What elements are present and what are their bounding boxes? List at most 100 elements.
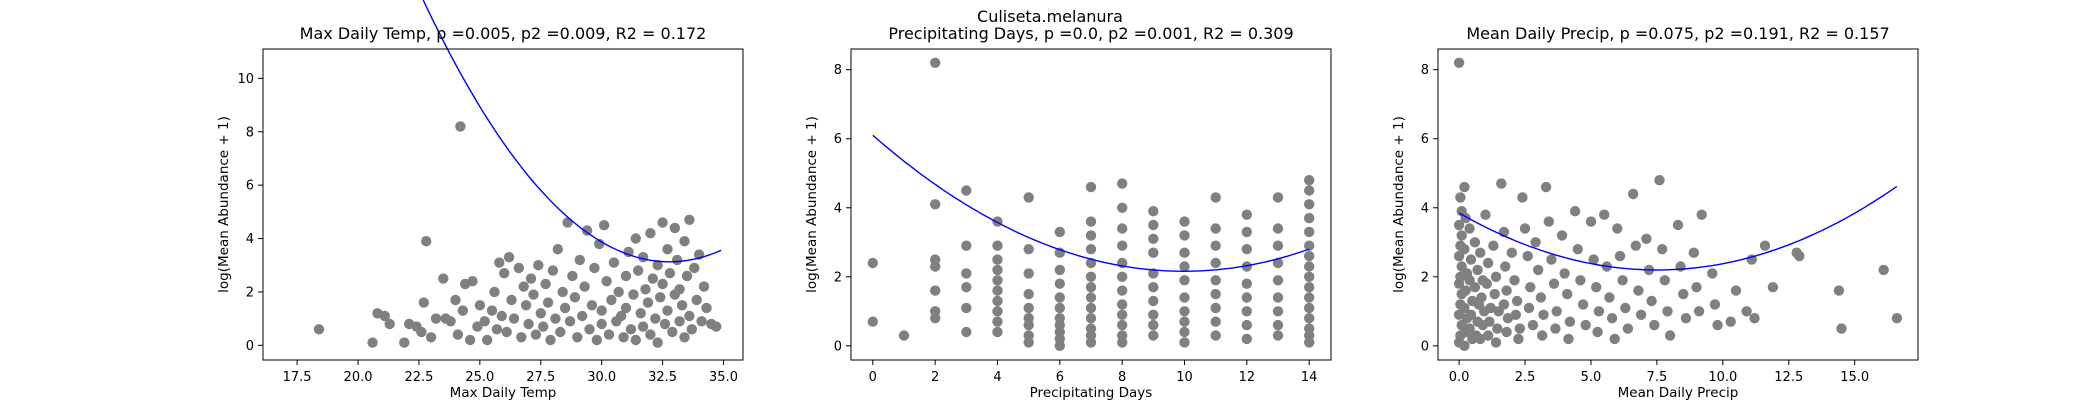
scatter-point xyxy=(633,265,644,276)
scatter-point xyxy=(1460,285,1471,296)
scatter-point xyxy=(1622,323,1634,334)
scatter-point xyxy=(1540,181,1552,193)
scatter-point xyxy=(516,332,527,343)
scatter-point xyxy=(992,216,1003,227)
scatter-point xyxy=(1054,278,1066,289)
scatter-point xyxy=(1179,216,1190,227)
scatter-point xyxy=(367,337,378,348)
scatter-point xyxy=(1117,309,1128,320)
scatter-point xyxy=(567,270,578,282)
scatter-point xyxy=(1481,278,1493,289)
scatter-point xyxy=(662,305,673,316)
scatter-point xyxy=(547,265,559,276)
scatter-point xyxy=(1148,319,1159,331)
scatter-point xyxy=(630,233,641,244)
scatter-point xyxy=(1878,264,1889,276)
x-tick-label: 27.5 xyxy=(526,370,555,385)
scatter-point xyxy=(555,326,566,338)
scatter-point xyxy=(1179,247,1190,258)
scatter-point xyxy=(992,285,1003,296)
scatter-point xyxy=(1501,285,1512,296)
scatter-point xyxy=(1498,299,1510,310)
x-tick-label: 12.5 xyxy=(1774,370,1803,385)
panel-max-daily-temp: 17.5 20.0 22.5 25.0 27.5 30.0 32.5 35.0 0 2 4 6 8 10 M… xyxy=(216,0,744,400)
scatter-point xyxy=(620,302,632,314)
scatter-point xyxy=(1117,271,1128,282)
x-tick-label: 7.5 xyxy=(1647,370,1668,385)
y-tick-label: 10 xyxy=(237,72,254,87)
scatter-point xyxy=(1453,219,1465,231)
scatter-point xyxy=(552,244,563,255)
scatter-point xyxy=(657,278,668,290)
scatter-point xyxy=(474,300,486,311)
scatter-point xyxy=(1241,244,1253,255)
scatter-point xyxy=(601,276,612,287)
scatter-point xyxy=(1562,288,1573,300)
scatter-point xyxy=(1484,316,1495,327)
scatter-point xyxy=(589,262,600,274)
x-tick-label: 25.0 xyxy=(465,370,494,385)
y-axis-label: log(Mean Abundance + 1) xyxy=(1391,116,1407,293)
scatter-point xyxy=(1241,261,1253,272)
scatter-point xyxy=(1117,202,1128,213)
x-tick-label: 6 xyxy=(1056,370,1064,385)
scatter-point xyxy=(961,326,972,338)
scatter-point xyxy=(674,284,685,295)
scatter-point xyxy=(1241,333,1253,345)
scatter-point xyxy=(630,334,641,346)
x-tick-label: 5.0 xyxy=(1581,370,1602,385)
scatter-point xyxy=(1117,319,1128,331)
scatter-point xyxy=(1662,306,1673,317)
scatter-point xyxy=(1488,240,1499,251)
scatter-point xyxy=(569,292,581,303)
scatter-point xyxy=(1593,306,1605,317)
scatter-point xyxy=(676,300,688,311)
scatter-point xyxy=(1210,257,1221,269)
scatter-point xyxy=(472,321,483,332)
scatter-point xyxy=(1759,240,1771,251)
scatter-point xyxy=(313,324,325,335)
scatter-point xyxy=(1304,282,1315,293)
scatter-point xyxy=(1241,226,1253,238)
scatter-point xyxy=(659,318,671,330)
x-tick-label: 15.0 xyxy=(1840,370,1869,385)
scatter-point xyxy=(464,334,476,346)
scatter-point xyxy=(1148,219,1159,231)
scatter-point xyxy=(1179,230,1190,241)
scatter-point xyxy=(603,329,615,340)
scatter-point xyxy=(1891,313,1903,324)
scatter-point xyxy=(640,284,651,295)
scatter-point xyxy=(591,334,602,346)
y-tick-label: 4 xyxy=(834,201,842,216)
scatter-point xyxy=(1836,323,1847,334)
scatter-point xyxy=(606,294,617,306)
scatter-point xyxy=(1482,330,1494,341)
scatter-point xyxy=(930,199,941,210)
scatter-point xyxy=(1085,244,1097,255)
x-tick-label: 0.0 xyxy=(1449,370,1470,385)
fit-line xyxy=(872,134,1310,273)
scatter-point xyxy=(1525,282,1536,293)
scatter-point xyxy=(1117,285,1128,296)
scatter-point xyxy=(650,313,661,324)
scatter-point xyxy=(596,318,607,330)
scatter-point xyxy=(467,276,478,287)
panel-title: Precipitating Days, p =0.0, p2 =0.001, R… xyxy=(888,24,1293,43)
scatter-point xyxy=(1117,178,1128,189)
scatter-point xyxy=(1659,275,1671,286)
scatter-point xyxy=(506,294,517,306)
scatter-point xyxy=(669,222,680,234)
scatter-point xyxy=(528,289,539,300)
scatter-point xyxy=(1085,271,1097,282)
x-tick-label: 10.0 xyxy=(1708,370,1737,385)
scatter-point xyxy=(1480,209,1491,220)
scatter-point xyxy=(1620,302,1631,314)
scatter-point xyxy=(586,300,598,311)
scatter-point xyxy=(681,270,693,282)
scatter-point xyxy=(961,268,972,279)
scatter-point xyxy=(684,310,695,322)
scatter-point xyxy=(1453,57,1465,68)
y-tick-label: 4 xyxy=(246,232,254,247)
scatter-point xyxy=(523,318,534,330)
scatter-point xyxy=(482,334,493,346)
